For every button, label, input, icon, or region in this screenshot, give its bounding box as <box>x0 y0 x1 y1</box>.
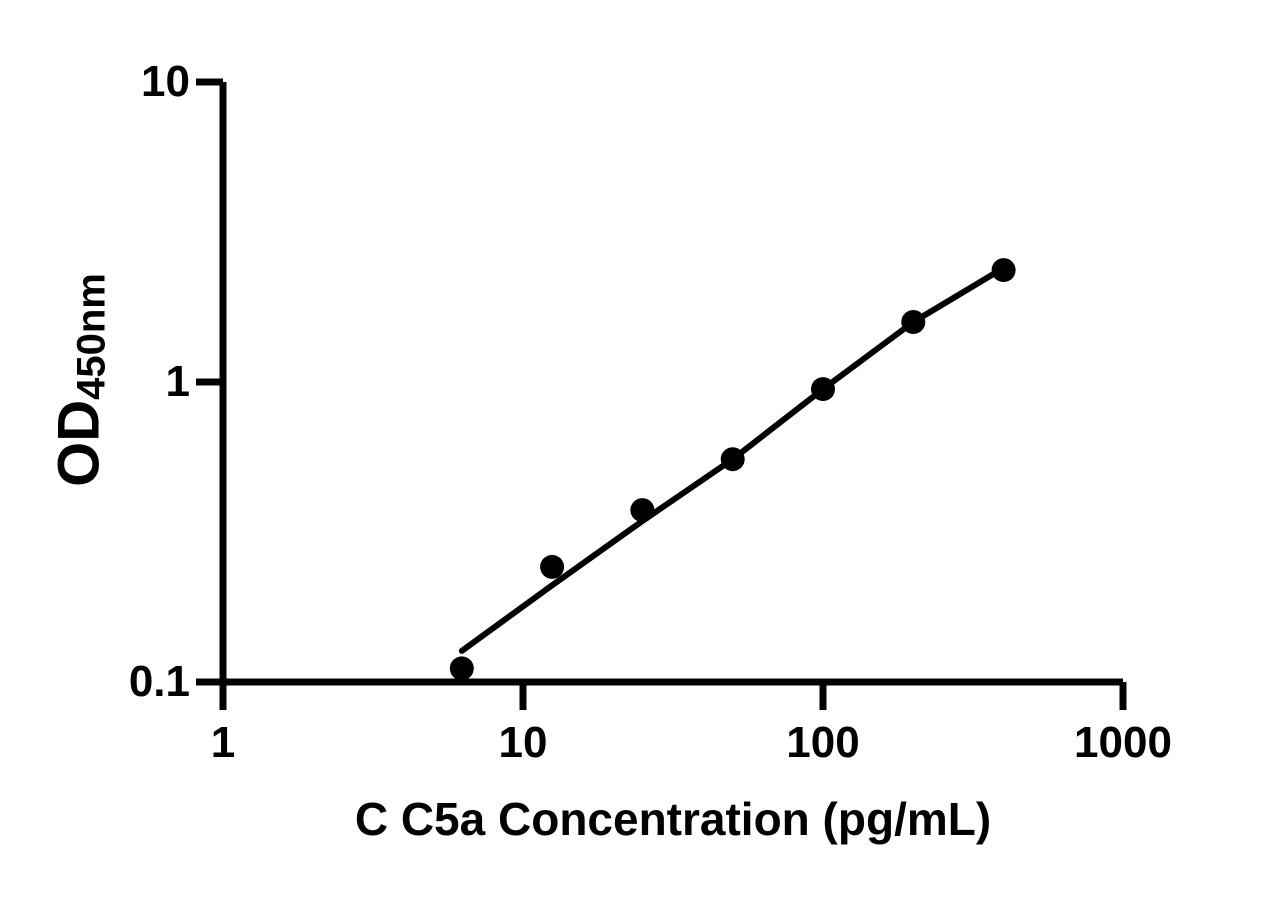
axis-spine <box>219 82 1123 686</box>
y-tick-label: 0.1 <box>128 657 190 706</box>
data-point <box>720 447 745 472</box>
x-tick-label: 1000 <box>1074 718 1172 767</box>
y-axis-title-main: OD <box>46 399 112 487</box>
data-point <box>630 498 655 523</box>
x-tick-label: 10 <box>498 718 548 767</box>
x-tick-label: 100 <box>786 718 860 767</box>
data-point <box>901 310 926 334</box>
data-point <box>540 554 565 579</box>
y-axis-title: OD450nm <box>46 273 115 487</box>
x-axis-title: C C5a Concentration (pg/mL) <box>354 793 992 845</box>
data-point <box>811 377 835 402</box>
y-axis-title-subscript: 450nm <box>69 273 114 400</box>
y-tick-label: 1 <box>165 357 190 406</box>
data-point <box>449 656 474 681</box>
y-tick-label: 10 <box>141 57 190 106</box>
x-tick-label: 1 <box>210 718 236 767</box>
data-point <box>991 258 1016 283</box>
